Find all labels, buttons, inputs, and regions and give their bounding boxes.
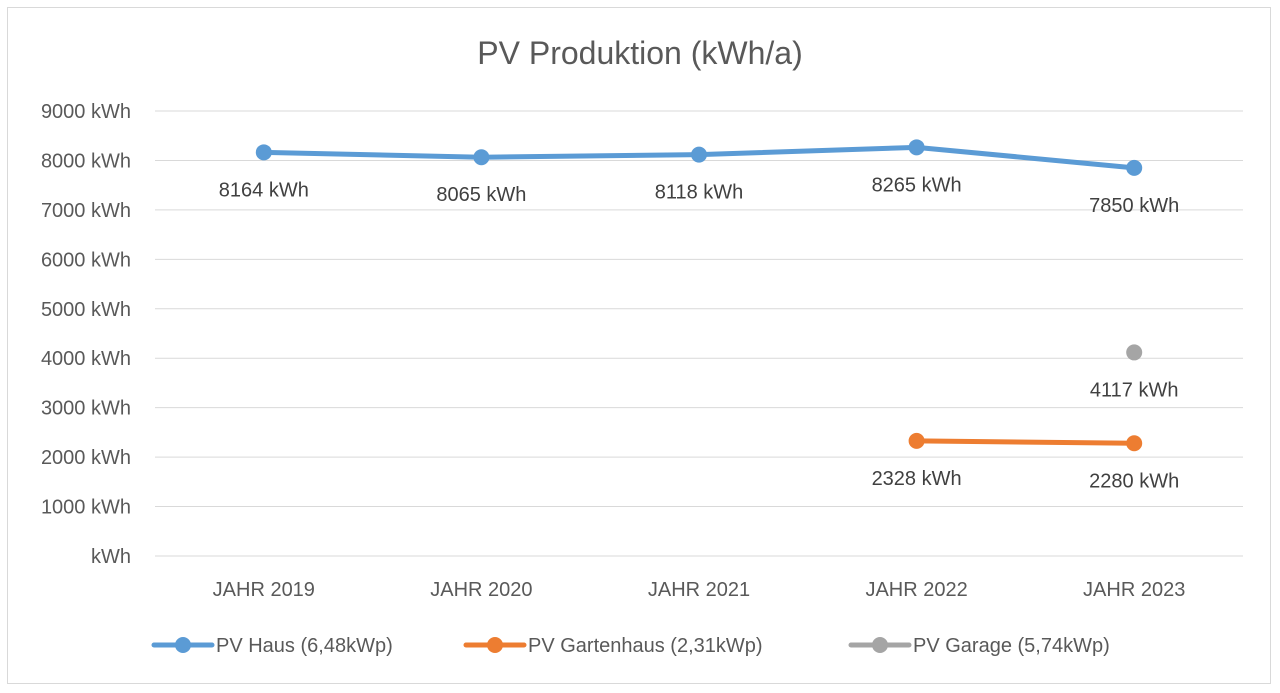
- legend-label: PV Haus (6,48kWp): [216, 635, 393, 657]
- data-labels: 8164 kWh 8065 kWh 8118 kWh 8265 kWh 7850 kWh…: [219, 174, 1179, 492]
- chart-title: PV Produktion (kWh/a): [477, 35, 802, 71]
- y-tick-label: 4000 kWh: [41, 348, 131, 370]
- x-axis-ticks: JAHR 2019 JAHR 2020 JAHR 2021 JAHR 2022 JAHR…: [213, 579, 1186, 601]
- x-tick-label: JAHR 2021: [648, 579, 750, 601]
- y-tick-label: 6000 kWh: [41, 249, 131, 271]
- data-point: [1126, 435, 1143, 452]
- x-tick-label: JAHR 2022: [865, 579, 967, 601]
- y-tick-label: 9000 kWh: [41, 101, 131, 123]
- y-tick-label: 1000 kWh: [41, 497, 131, 519]
- y-tick-label: 3000 kWh: [41, 398, 131, 420]
- data-label: 4117 kWh: [1090, 379, 1179, 401]
- data-label: 7850 kWh: [1089, 195, 1179, 217]
- legend-marker: [872, 637, 888, 653]
- data-point: [255, 144, 272, 161]
- data-label: 2280 kWh: [1089, 470, 1179, 492]
- data-label: 8265 kWh: [872, 174, 962, 196]
- legend-label: PV Gartenhaus (2,31kWp): [528, 635, 763, 657]
- y-axis-ticks: kWh 1000 kWh 2000 kWh 3000 kWh 4000 kWh 5000 …: [41, 101, 131, 568]
- legend-label: PV Garage (5,74kWp): [913, 635, 1110, 657]
- series-lines: [255, 139, 1143, 452]
- data-point: [908, 432, 925, 449]
- data-label: 8118 kWh: [655, 182, 744, 204]
- data-label: 8164 kWh: [219, 179, 309, 201]
- data-label: 8065 kWh: [436, 184, 526, 206]
- data-label: 2328 kWh: [872, 468, 962, 490]
- legend: PV Haus (6,48kWp) PV Gartenhaus (2,31kWp)…: [151, 635, 1110, 657]
- y-tick-label: kWh: [91, 546, 131, 568]
- x-tick-label: JAHR 2019: [213, 579, 315, 601]
- x-tick-label: JAHR 2023: [1083, 579, 1185, 601]
- series-line: [914, 438, 1137, 446]
- legend-marker: [487, 637, 503, 653]
- y-tick-label: 7000 kWh: [41, 200, 131, 222]
- y-tick-label: 8000 kWh: [41, 150, 131, 172]
- data-point: [473, 149, 490, 166]
- data-point: [1126, 159, 1143, 176]
- data-point: [1126, 344, 1143, 361]
- gridlines: [155, 110, 1243, 557]
- y-tick-label: 2000 kWh: [41, 447, 131, 469]
- chart-frame: [7, 7, 1271, 684]
- data-point: [908, 139, 925, 156]
- data-point: [691, 146, 707, 163]
- legend-marker: [175, 637, 191, 653]
- y-tick-label: 5000 kWh: [41, 299, 131, 321]
- x-tick-label: JAHR 2020: [430, 579, 532, 601]
